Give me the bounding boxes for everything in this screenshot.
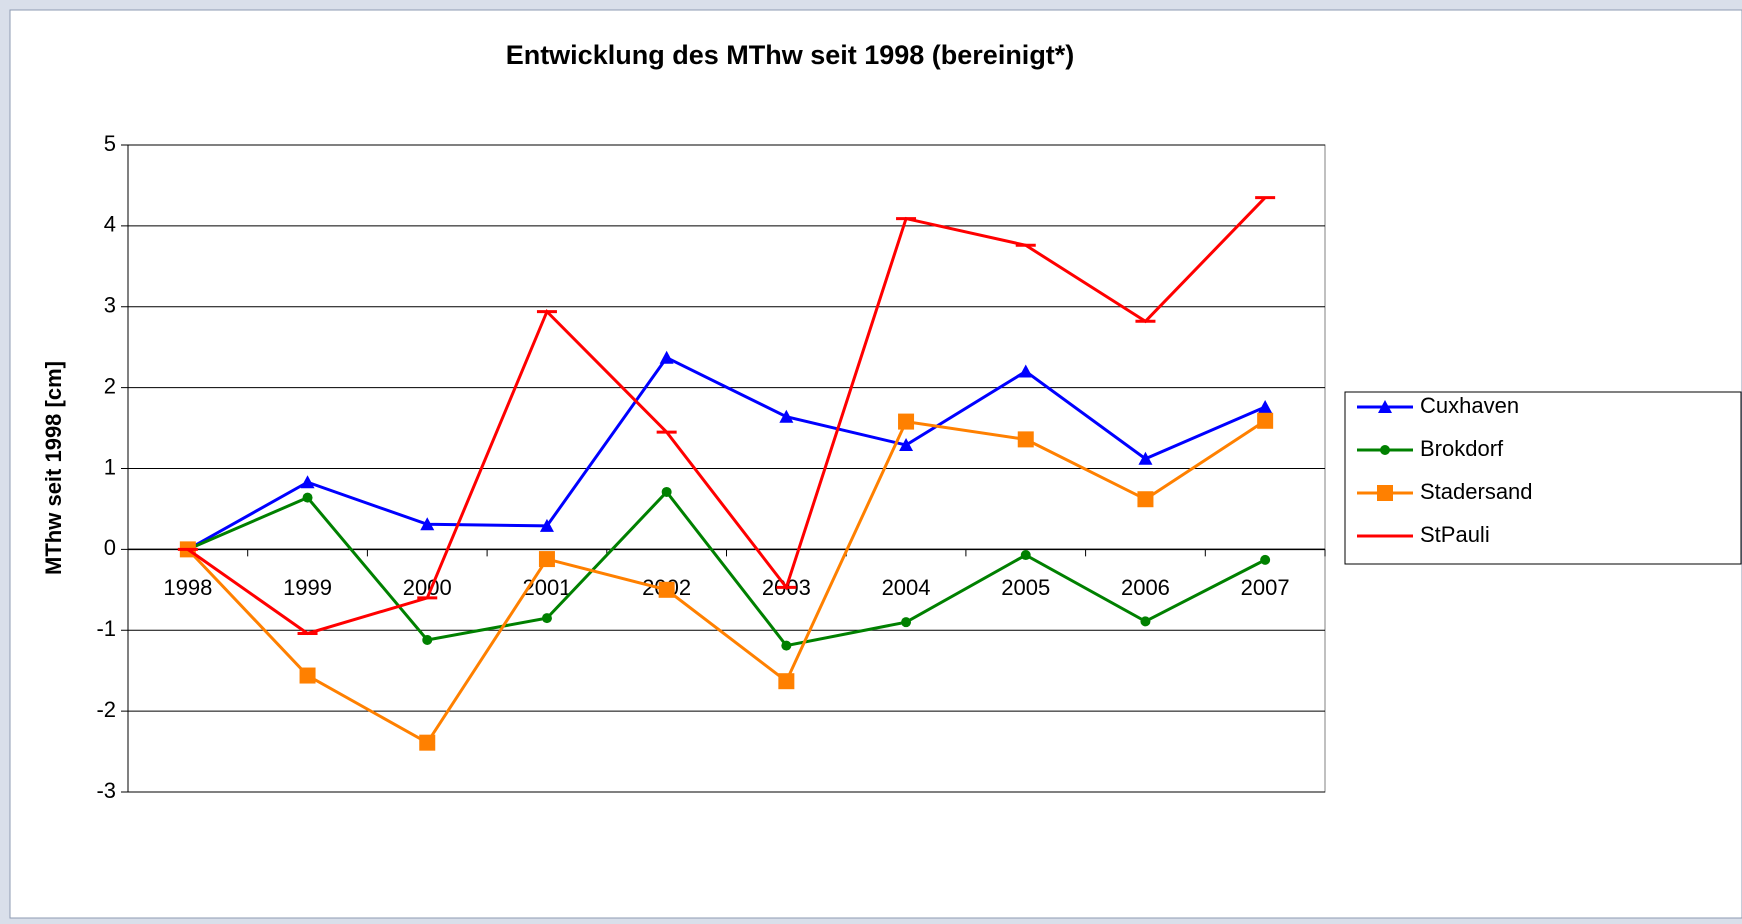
y-tick-label: -3: [96, 778, 116, 803]
marker: [1137, 491, 1154, 508]
x-tick-label: 2005: [1001, 575, 1050, 600]
y-tick-label: 1: [104, 454, 116, 479]
series-line: [186, 196, 1267, 636]
marker: [899, 438, 914, 452]
marker: [422, 634, 433, 645]
marker: [1378, 400, 1392, 413]
marker: [1377, 485, 1393, 501]
marker: [901, 617, 912, 628]
marker: [1018, 364, 1033, 378]
marker: [420, 517, 435, 531]
chart-title: Entwicklung des MThw seit 1998 (bereinig…: [506, 40, 1075, 70]
series-line: [187, 489, 1266, 648]
y-tick-label: -1: [96, 616, 116, 641]
y-tick-label: 0: [104, 535, 116, 560]
marker: [300, 475, 315, 489]
legend-label: Stadersand: [1420, 479, 1533, 504]
marker: [419, 734, 436, 751]
legend-box: [1344, 391, 1742, 565]
marker: [539, 518, 554, 532]
y-tick-label: 2: [104, 373, 116, 398]
marker: [659, 350, 674, 364]
marker: [779, 409, 794, 423]
marker: [778, 673, 795, 690]
legend-label: Brokdorf: [1420, 436, 1504, 461]
marker: [781, 640, 792, 651]
marker: [1138, 451, 1153, 465]
series-line: [187, 355, 1266, 551]
marker: [1380, 445, 1390, 455]
marker: [661, 486, 672, 497]
marker: [302, 492, 313, 503]
y-tick-label: 4: [104, 212, 116, 237]
marker: [1017, 431, 1034, 448]
marker: [1020, 550, 1031, 561]
marker: [1257, 412, 1274, 429]
series: [179, 412, 1274, 751]
x-tick-label: 2001: [522, 575, 571, 600]
y-tick-label: 5: [104, 131, 116, 156]
marker: [538, 551, 555, 568]
x-tick-label: 2004: [882, 575, 931, 600]
marker: [658, 581, 675, 598]
series: [177, 196, 1276, 636]
marker: [1258, 400, 1273, 414]
y-axis-title: MThw seit 1998 [cm]: [41, 361, 66, 575]
x-tick-label: 2006: [1121, 575, 1170, 600]
marker: [1140, 616, 1151, 627]
legend-label: Cuxhaven: [1420, 393, 1519, 418]
marker: [898, 413, 915, 430]
series: [180, 350, 1273, 556]
x-tick-label: 1998: [163, 575, 212, 600]
marker: [1260, 554, 1271, 565]
y-tick-label: -2: [96, 697, 116, 722]
marker: [541, 613, 552, 624]
marker: [299, 667, 316, 684]
x-tick-label: 2007: [1241, 575, 1290, 600]
y-tick-label: 3: [104, 293, 116, 318]
x-tick-label: 1999: [283, 575, 332, 600]
legend-label: StPauli: [1420, 522, 1490, 547]
series-line: [186, 419, 1266, 745]
